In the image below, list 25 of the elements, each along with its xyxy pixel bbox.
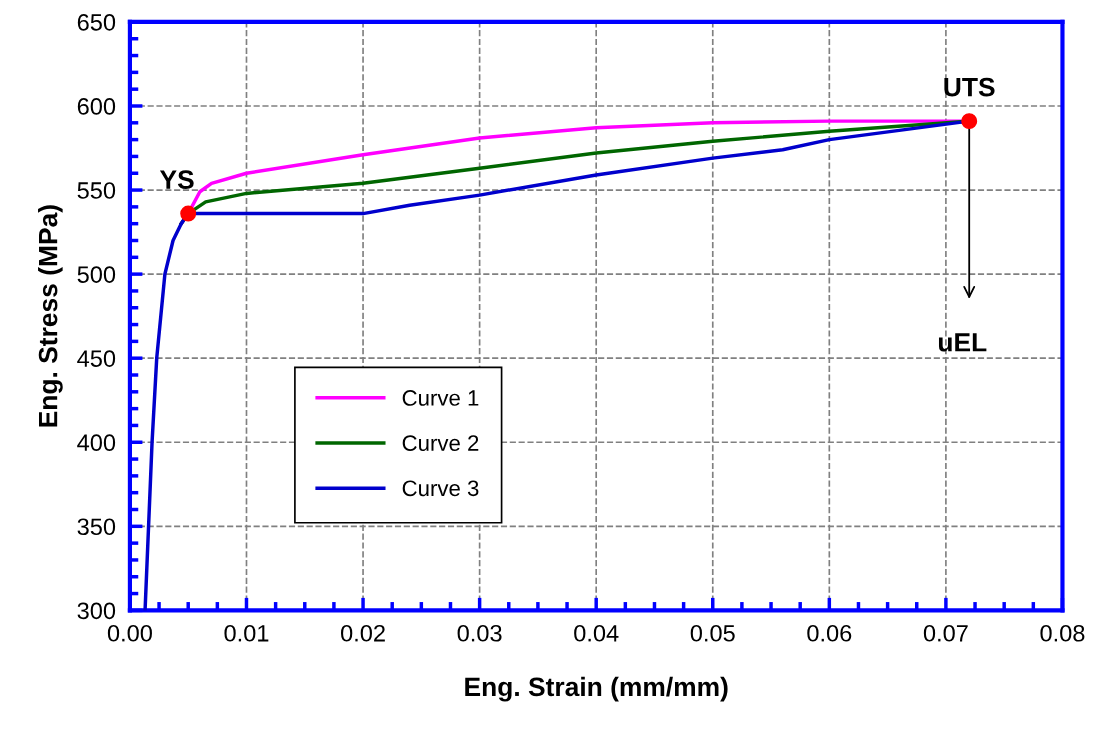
x-tick-label: 0.03 bbox=[457, 624, 502, 642]
x-tick-label: 0.06 bbox=[807, 624, 852, 642]
y-tick-label: 350 bbox=[77, 518, 116, 536]
y-axis-title: Eng. Stress (MPa) bbox=[38, 205, 63, 427]
legend-label: Curve 2 bbox=[402, 435, 479, 451]
x-tick-label: 0.00 bbox=[107, 624, 152, 642]
legend-label: Curve 3 bbox=[402, 480, 479, 497]
x-tick-label: 0.05 bbox=[690, 624, 735, 642]
annotation: YS bbox=[159, 170, 194, 189]
y-tick-label: 550 bbox=[77, 182, 116, 199]
x-tick-label: 0.02 bbox=[341, 624, 385, 642]
x-axis-title: Eng. Strain (mm/mm) bbox=[465, 676, 728, 702]
x-tick-label: 0.04 bbox=[574, 624, 619, 642]
y-tick-label: 300 bbox=[77, 602, 116, 620]
x-tick-label: 0.01 bbox=[224, 624, 269, 642]
annotation: UTS bbox=[944, 77, 995, 97]
y-tick-label: 600 bbox=[77, 98, 116, 115]
annotation: uEL bbox=[938, 333, 987, 352]
y-tick-label: 500 bbox=[77, 266, 116, 283]
x-tick-label: 0.07 bbox=[923, 624, 968, 642]
y-tick-label: 400 bbox=[77, 434, 116, 452]
y-tick-label: 650 bbox=[77, 14, 116, 31]
x-tick-label: 0.08 bbox=[1040, 624, 1085, 642]
legend-label: Curve 1 bbox=[402, 390, 479, 406]
y-tick-label: 450 bbox=[77, 350, 116, 367]
